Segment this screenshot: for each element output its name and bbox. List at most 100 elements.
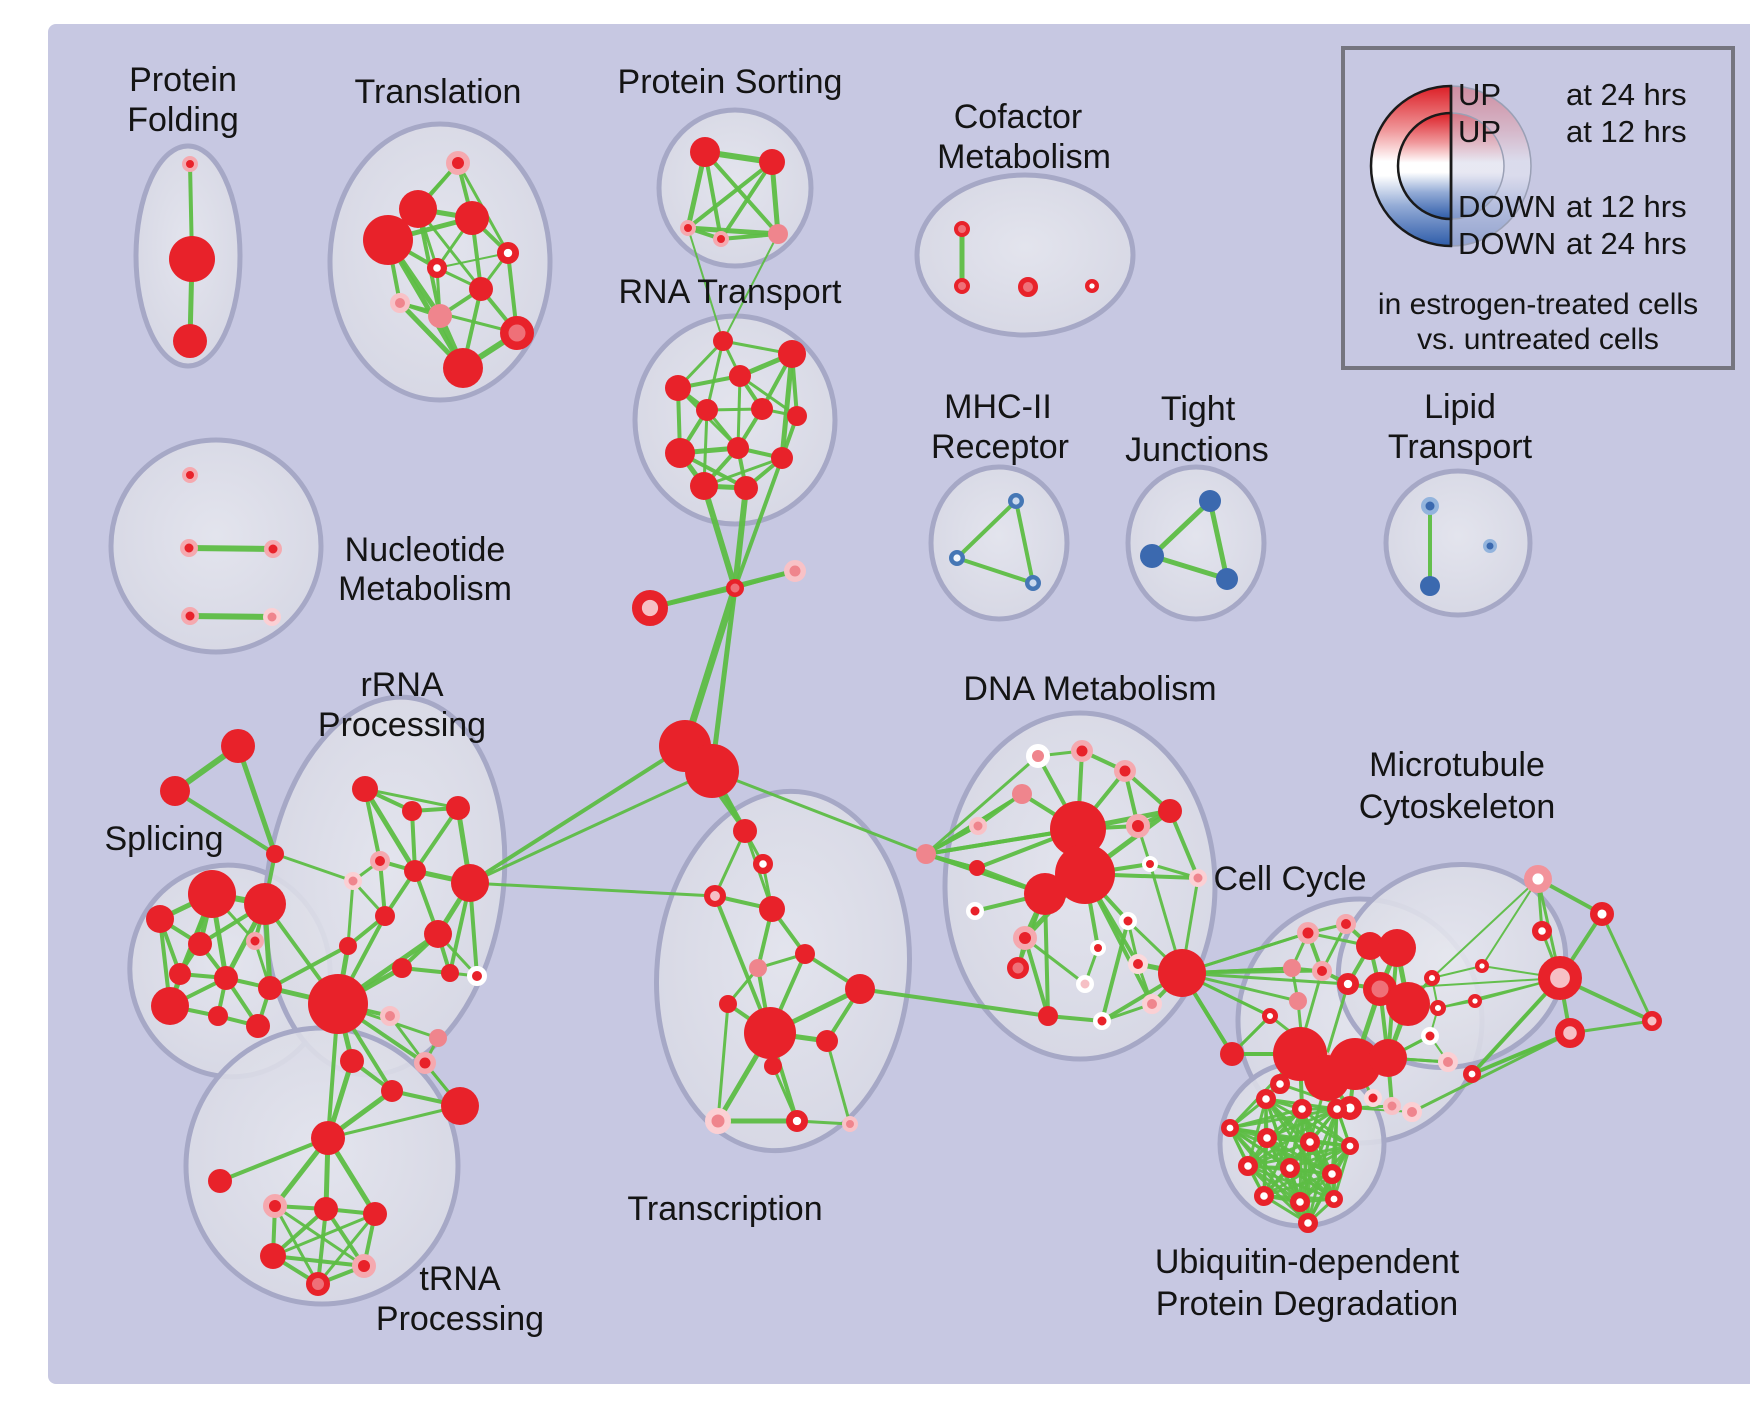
gene-node-splicing [169, 963, 191, 985]
network-figure: Protein Folding Translation Protein Sorting… [40, 16, 1750, 1392]
cluster-label-mhc-ii-receptor: MHC-II [944, 388, 1052, 426]
gene-node-rrna-processing [402, 801, 422, 821]
inter-cluster-edge [1431, 965, 1483, 979]
gene-node-trna-processing [352, 1254, 376, 1278]
gene-node-cell-cycle [1386, 982, 1430, 1026]
gene-node-rna-transport [751, 398, 773, 420]
inter-cluster-edge [468, 744, 687, 885]
legend-row-time: at 12 hrs [1566, 189, 1687, 224]
inter-cluster-edge [732, 485, 749, 591]
edge-cell-cycle [1323, 982, 1350, 1063]
edge-mhc-ii-receptor [955, 499, 1018, 560]
gene-node-rrna-processing [429, 1029, 447, 1047]
cluster-label-dna-metabolism: DNA Metabolism [963, 670, 1216, 708]
cluster-bubble-cofactor-metabolism [914, 172, 1136, 338]
gene-node-microtubule-cytoskeleton [1555, 1018, 1585, 1048]
edge-dna-metabolism [1168, 809, 1200, 880]
gene-node-microtubule-cytoskeleton [1402, 1102, 1422, 1122]
gene-node-dna-metabolism [966, 902, 984, 920]
edge-rna-transport [736, 374, 742, 450]
edge-ubiquitin-dependent-protein-degradation [1246, 1164, 1310, 1225]
inter-cluster-edge [235, 743, 278, 857]
gene-node-rna-transport [713, 331, 733, 351]
cluster-label-ubiquitin-dependent-protein-degradation: Ubiquitin-dependent [1155, 1243, 1460, 1281]
gene-node-tight-junctions [1140, 544, 1164, 568]
edge-ubiquitin-dependent-protein-degradation [1332, 1144, 1352, 1201]
cluster-label-translation: Translation [355, 73, 522, 111]
inter-cluster-edge [173, 789, 277, 856]
inter-cluster-edge [733, 456, 784, 590]
edge-nucleotide-metabolism [187, 613, 275, 620]
edge-nucleotide-metabolism [186, 545, 276, 552]
legend-circle-vivid-inner [1396, 111, 1453, 221]
gene-node-cell-cycle [1369, 1039, 1407, 1077]
inter-cluster-edge [468, 769, 714, 885]
gene-node-cofactor-metabolism [1085, 279, 1100, 294]
gene-node-rna-transport [787, 406, 807, 426]
connector-node [726, 579, 744, 597]
connector-node [685, 744, 739, 798]
gene-node-transcription [759, 896, 785, 922]
gene-node-cell-cycle [1261, 1007, 1278, 1024]
gene-node-rna-transport [665, 438, 695, 468]
gene-node-microtubule-cytoskeleton [1531, 920, 1552, 941]
gene-node-dna-metabolism [1050, 801, 1106, 857]
gene-node-transcription [733, 819, 757, 843]
gene-node-rrna-processing [339, 937, 357, 955]
cluster-label-transcription: Transcription [627, 1190, 822, 1228]
gene-node-trna-processing [306, 1272, 330, 1296]
gene-node-transcription [704, 885, 727, 908]
gene-node-rrna-processing [380, 1006, 400, 1026]
gene-node-cell-cycle [1312, 961, 1332, 981]
gene-node-translation [469, 277, 493, 301]
cluster-label-lipid-transport: Lipid [1424, 388, 1496, 426]
gene-node-rrna-processing [392, 958, 412, 978]
gene-node-rrna-processing [424, 920, 452, 948]
gene-node-protein-sorting [690, 137, 720, 167]
edge-ubiquitin-dependent-protein-degradation [1246, 1164, 1336, 1201]
gene-node-transcription [785, 1110, 808, 1133]
gene-node-rrna-processing [441, 964, 459, 982]
gene-node-cell-cycle [1269, 1073, 1290, 1094]
cluster-label-ubiquitin-dependent-protein-degradation: Protein Degradation [1156, 1285, 1458, 1323]
gene-node-rna-transport [729, 365, 751, 387]
gene-node-dna-metabolism [1093, 1012, 1111, 1030]
gene-node-trna-processing [314, 1197, 338, 1221]
gene-node-translation [443, 348, 483, 388]
gene-node-protein-sorting [713, 231, 729, 247]
gene-node-dna-metabolism [1119, 912, 1137, 930]
gene-node-dna-metabolism [1126, 814, 1150, 838]
cluster-label-cell-cycle: Cell Cycle [1213, 860, 1366, 898]
gene-node-cell-cycle [1336, 914, 1356, 934]
legend-row-direction: DOWN [1458, 226, 1556, 261]
gene-node-rna-transport [778, 340, 806, 368]
gene-node-translation [390, 293, 410, 313]
cluster-label-protein-sorting: Protein Sorting [618, 63, 843, 101]
gene-node-dna-metabolism [916, 844, 936, 864]
gene-node-rrna-processing [352, 776, 378, 802]
inter-cluster-edge [1410, 1031, 1572, 1114]
gene-node-microtubule-cytoskeleton [1523, 865, 1552, 894]
inter-cluster-edge [687, 227, 724, 342]
gene-node-dna-metabolism [969, 817, 987, 835]
gene-node-transcription [795, 944, 815, 964]
edge-mhc-ii-receptor [955, 556, 1035, 585]
edge-dna-metabolism [1023, 936, 1050, 1018]
inter-cluster-edge [722, 233, 779, 342]
gene-node-cell-cycle [1383, 1097, 1401, 1115]
gene-node-nucleotide-metabolism [180, 539, 198, 557]
edge-translation [398, 301, 519, 335]
inter-cluster-edge [701, 483, 738, 591]
cluster-label-splicing: Splicing [104, 820, 223, 858]
gene-node-dna-metabolism [1038, 1006, 1058, 1026]
gene-node-cell-cycle [1337, 972, 1360, 995]
cluster-label-microtubule-cytoskeleton: Cytoskeleton [1359, 788, 1556, 826]
gene-node-cell-cycle [1297, 922, 1319, 944]
inter-cluster-edge [273, 852, 355, 883]
gene-node-ubiquitin-dependent-protein-degradation [1299, 1131, 1320, 1152]
inter-cluster-edge [709, 585, 738, 774]
connector-node [632, 590, 669, 627]
gene-node-splicing [208, 1006, 228, 1026]
gene-node-rrna-processing [404, 860, 426, 882]
